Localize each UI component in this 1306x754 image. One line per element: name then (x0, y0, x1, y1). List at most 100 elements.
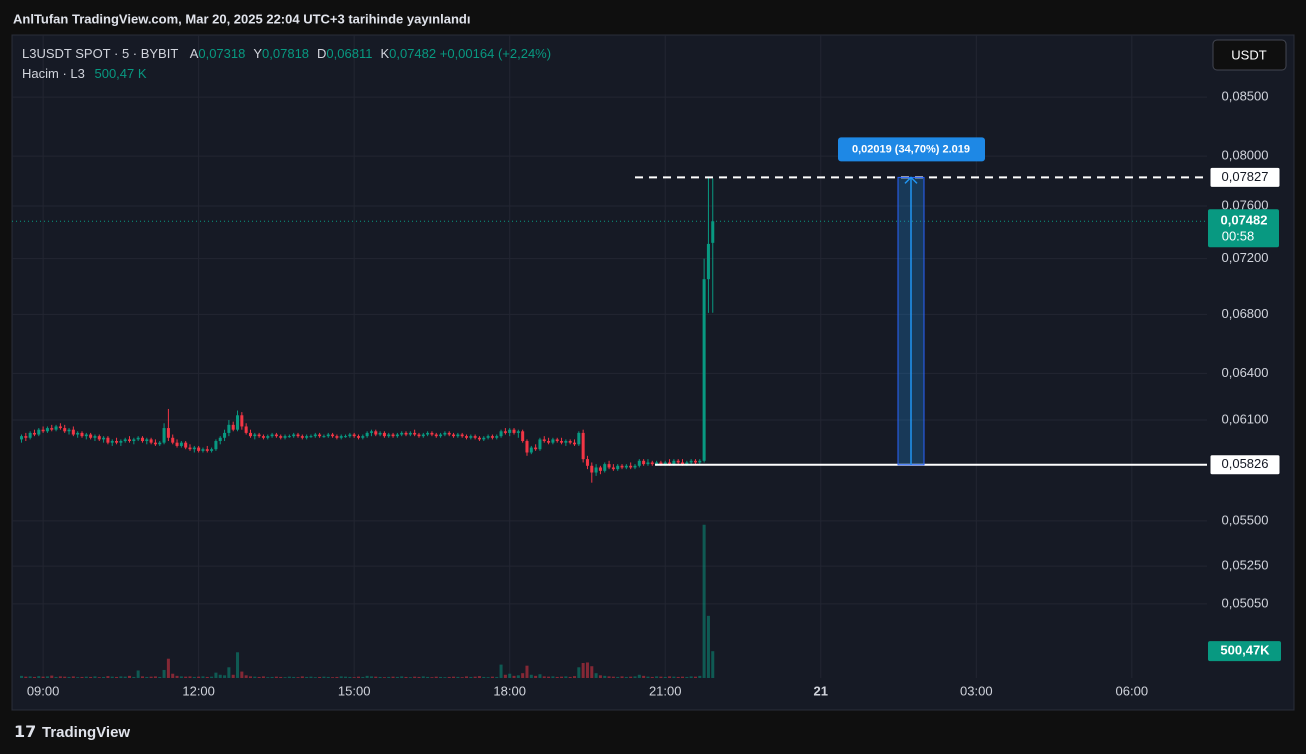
volume-bar (469, 676, 473, 678)
volume-bar (512, 675, 516, 678)
volume-bar (257, 676, 261, 678)
volume-bar (149, 676, 153, 678)
candle-body (253, 434, 257, 437)
candle-body (335, 436, 339, 438)
volume-bar (378, 676, 382, 678)
volume-bar (279, 676, 283, 678)
candle-body (447, 432, 451, 435)
candle-body (261, 436, 265, 438)
candle-body (590, 465, 594, 473)
candle-body (706, 243, 710, 280)
candle-body (356, 436, 361, 438)
candle-body (512, 429, 516, 433)
volume-bar (45, 676, 49, 678)
candle-body (624, 465, 628, 468)
volume-bar (387, 676, 391, 678)
volume-bar (63, 676, 67, 678)
candle-body (464, 436, 469, 438)
currency[interactable]: USDT (1231, 47, 1266, 62)
volume-bar (19, 675, 24, 678)
volume-bar (210, 676, 214, 678)
candle-body (361, 436, 365, 438)
change: +0,00164 (+2,24%) (439, 46, 552, 61)
brand: TradingView (42, 724, 130, 741)
candle-body (633, 465, 637, 468)
candle-body (248, 432, 252, 437)
volume-bar (482, 676, 486, 678)
candle-body (603, 464, 607, 471)
candle-body (702, 279, 706, 461)
volume-bar (655, 676, 659, 678)
volume-bar (158, 676, 162, 678)
candle-body (115, 441, 119, 443)
volume-bar (37, 676, 41, 678)
volume-bar (560, 676, 564, 678)
candle-body (529, 447, 533, 453)
volume-bar (218, 674, 222, 678)
volume-bar (417, 676, 421, 678)
volume-bar (490, 676, 494, 678)
volume-bar (637, 674, 641, 678)
y-tick-label: 0,08000 (1222, 148, 1269, 163)
volume-bar (633, 676, 637, 678)
candle-body (24, 436, 28, 438)
candle-body (175, 442, 179, 446)
candle-body (408, 432, 412, 435)
candle-body (214, 441, 218, 450)
volume-bar (145, 676, 149, 678)
volume-bar (166, 658, 170, 678)
volume-bar (132, 676, 136, 678)
volume-bar (676, 676, 680, 678)
candle-body (417, 434, 421, 437)
currency-button[interactable] (1212, 39, 1287, 71)
candle-body (331, 434, 335, 437)
candle-body (521, 431, 525, 442)
candle-body (71, 429, 75, 435)
candle-body (318, 434, 322, 437)
volume-bar (335, 676, 339, 678)
candle-body (274, 434, 278, 437)
volume-bar (564, 676, 568, 678)
candle-body (668, 462, 672, 465)
candle-body (711, 221, 715, 243)
ohlc-key: K (380, 46, 390, 61)
x-tick-label: 21 (814, 683, 828, 698)
candle-body (279, 436, 283, 438)
volume-bar (473, 676, 477, 678)
brand-logo: 𝟭𝟳 (14, 724, 36, 741)
candle-body (205, 449, 209, 451)
candle-body (538, 439, 542, 450)
volume-bar (356, 676, 361, 678)
volume-bar (80, 676, 84, 678)
volume-bar (283, 677, 287, 678)
candle-body (54, 426, 58, 430)
candle-body (672, 460, 676, 465)
volume-bar (503, 674, 507, 678)
volume-bar (711, 651, 715, 678)
candle-body (473, 436, 477, 438)
candle-body (322, 436, 326, 438)
volume-bar (227, 667, 231, 678)
volume-bar (426, 676, 430, 678)
volume-bar (408, 677, 412, 678)
volume-bar (93, 676, 97, 678)
candle-body (382, 432, 386, 437)
volume-bar (128, 675, 132, 678)
volume-bar (76, 677, 80, 678)
candle-body (663, 462, 667, 465)
volume-bar (430, 677, 434, 678)
volume-bar (421, 676, 425, 678)
candle-body (171, 437, 175, 443)
x-tick-label: 06:00 (1116, 683, 1149, 698)
candle-body (564, 441, 568, 443)
volume-bar (702, 524, 706, 678)
candle-body (19, 436, 24, 440)
candle-body (477, 437, 481, 440)
candle-body (387, 434, 391, 437)
price-label-box (1209, 166, 1281, 188)
volume-bar (374, 676, 378, 678)
x-tick-label: 03:00 (960, 683, 993, 698)
y-tick-label: 0,06100 (1222, 411, 1269, 426)
volume-bar (689, 676, 693, 678)
volume-bar (261, 676, 265, 678)
